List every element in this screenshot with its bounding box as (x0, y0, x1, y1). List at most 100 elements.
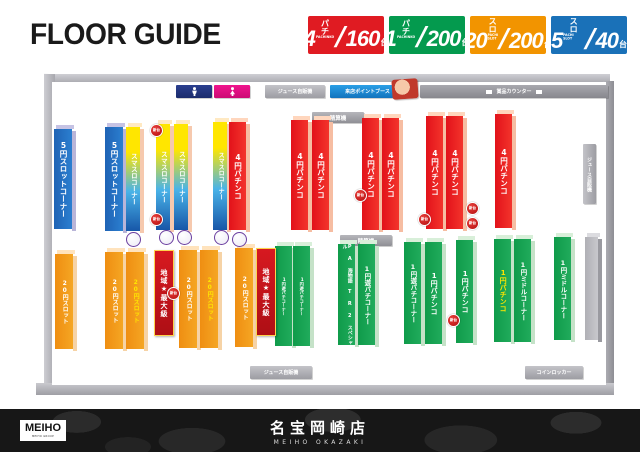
block-1yen-middle-corner-2[interactable]: 1円ミドルコーナー (554, 233, 575, 342)
block-label: 1円ミドルコーナー (558, 258, 567, 319)
count-badge-5: 新台 (466, 202, 479, 215)
badge-slot-5yen: 5 スロ PACHI SLOT / 40 台 (551, 16, 627, 54)
counter-window-left-icon (486, 89, 493, 94)
block-20yen-slot-3[interactable]: 20円スロット (126, 248, 148, 351)
shop-name: 名宝岡崎店 MEIHO OKAZAKI (0, 420, 640, 446)
block-1yen-middle-corner-1[interactable]: 1円ミドルコーナー (514, 235, 535, 344)
block-20yen-slot-6[interactable]: 20円スロット (235, 244, 257, 349)
block-1yen-yupachi-corner-2[interactable]: 1円遊パチコーナー (293, 242, 314, 348)
block-label: 4円パチンコ (233, 152, 243, 200)
badge-slot-20yen: 20 スロ PACHI SLOT / 200 台 (470, 16, 546, 54)
badge-pachinko-4yen: 4 パチ PACHINKO / 160 台 (308, 16, 384, 54)
block-4yen-pachinko-7[interactable]: 4円パチンコ (446, 112, 467, 231)
prize-counter-label: 賞品カウンター (496, 89, 532, 95)
prize-counter-pill[interactable]: 賞品カウンター (420, 85, 608, 98)
shop-name-jp: 名宝岡崎店 (269, 419, 370, 437)
wall-right (603, 81, 614, 386)
banner-chiiki-2: 地域★最大級 (256, 248, 276, 336)
block-label: 1円遊パチコーナー (408, 263, 417, 323)
corner-icon-4 (232, 232, 247, 247)
block-20yen-slot-4[interactable]: 20円スロット (179, 246, 201, 350)
block-label: 20円スロット (61, 279, 69, 324)
shop-name-en: MEIHO OKAZAKI (273, 438, 367, 446)
block-5yen-slot-corner-2[interactable]: 5円スロットコーナー (105, 123, 127, 233)
count-badge-7: 新台 (167, 287, 180, 300)
juice-vending-bottom-pill[interactable]: ジュース自販機 (250, 366, 312, 379)
juice-vending-right-label: ジュース自販機 (586, 156, 592, 192)
visit-point-booth-pill[interactable]: 来店ポイントブース (330, 85, 405, 98)
block-label: 20円スロット (206, 277, 214, 321)
block-4yen-pachinko-1[interactable]: 4円パチンコ (229, 118, 250, 232)
coin-locker-pill[interactable]: コインロッカー (525, 366, 583, 379)
count-badge-6: 新台 (466, 217, 479, 230)
badge-1-slash: / (336, 22, 346, 53)
badge-2-count: 200 (426, 26, 462, 52)
block-5yen-slot-corner-1[interactable]: 5円スロットコーナー (54, 125, 76, 231)
block-4yen-pachinko-6[interactable]: 4円パチンコ (426, 112, 447, 231)
block-label: 4円パチンコ (499, 147, 509, 195)
block-1yen-yupachi-corner-1[interactable]: 1円遊パチコーナー (275, 242, 296, 348)
block-label: スマスロコーナー (217, 152, 225, 200)
meiho-logo-text: MEIHO (24, 422, 62, 434)
block-4yen-pachinko-2[interactable]: 4円パチンコ (291, 116, 312, 232)
block-sma-slot-corner-1[interactable]: スマスロコーナー (126, 123, 144, 233)
wall-bottom (36, 383, 614, 395)
block-1yen-yupachi-corner-4[interactable]: 1円遊パチコーナー (404, 238, 425, 346)
count-badge-4: 新台 (418, 213, 431, 226)
block-20yen-slot-1[interactable]: 20円スロット (55, 250, 77, 351)
badge-pachinko-1yen: 1 パチ PACHINKO / 200 台 (389, 16, 465, 54)
badge-2-unit: パチ PACHINKO (396, 18, 416, 39)
banner-text: 地域★最大級 (160, 268, 168, 318)
restroom-women-icon (229, 87, 235, 96)
block-label: 4円パチンコ (295, 151, 305, 199)
block-1yen-yupachi-corner-3[interactable]: 1円遊パチコーナー (358, 240, 379, 347)
block-label: 1円パチンコ (499, 269, 508, 312)
block-4yen-pachinko-8[interactable]: 4円パチンコ (495, 110, 516, 230)
juice-vending-right-pill[interactable]: ジュース自販機 (583, 144, 596, 204)
payment-machine-upper[interactable]: 精算機 (312, 112, 364, 123)
block-4yen-pachinko-4[interactable]: 4円パチンコ (362, 114, 383, 232)
block-label: 20円スロット (132, 278, 140, 323)
block-sma-slot-corner-2[interactable]: スマスロコーナー (156, 120, 174, 232)
block-label: 5円スロットコーナー (109, 140, 119, 218)
block-label: 4円パチンコ (386, 150, 396, 198)
badge-1-count: 160 (345, 26, 381, 52)
block-sma-slot-corner-3[interactable]: スマスロコーナー (174, 120, 192, 232)
page-title: FLOOR GUIDE (30, 18, 221, 51)
block-1yen-pachinko-2[interactable]: 1円パチンコ (456, 236, 477, 345)
block-label: 1円ミドルコーナー (518, 260, 527, 321)
block-label: スマスロコーナー (129, 153, 138, 205)
block-4yen-pachinko-5[interactable]: 4円パチンコ (382, 114, 403, 232)
badge-2-dai: 台 (461, 39, 465, 47)
block-1yen-pachinko-1[interactable]: 1円パチンコ (425, 238, 446, 346)
restroom-men-icon (191, 87, 197, 96)
corner-icon-2 (177, 230, 192, 245)
block-sma-slot-corner-4[interactable]: スマスロコーナー (213, 118, 231, 232)
badge-1-dai: 台 (380, 39, 384, 47)
visit-point-booth-label: 来店ポイントブース (345, 89, 390, 95)
block-20yen-slot-2[interactable]: 20円スロット (105, 248, 127, 351)
block-label: 4円パチンコ (316, 151, 326, 199)
block-label: 1円パチンコ (430, 271, 439, 315)
block-20yen-slot-5[interactable]: 20円スロット (200, 246, 222, 350)
block-label: 1円遊パチコーナー (362, 264, 371, 325)
block-wall-partition-right (585, 233, 602, 342)
wall-top (44, 74, 610, 83)
count-badge-3: 新台 (354, 189, 367, 202)
corner-icon-5 (126, 232, 141, 247)
count-badge-8: 新台 (447, 314, 460, 327)
badge-4-dai: 台 (619, 40, 627, 49)
block-label: 5円スロットコーナー (58, 140, 68, 218)
restroom-men-pill[interactable] (176, 85, 212, 98)
restroom-women-pill[interactable] (214, 85, 250, 98)
block-1yen-pachinko-3[interactable]: 1円パチンコ (494, 235, 515, 344)
block-label: P A 海物語 T R 2 スペシャル (341, 244, 353, 345)
badge-3-num: 20 (470, 28, 488, 53)
block-label: スマスロコーナー (177, 151, 186, 203)
block-4yen-pachinko-3[interactable]: 4円パチンコ (312, 116, 333, 232)
block-pa-umi-monogatari-tr2-special[interactable]: P A 海物語 T R 2 スペシャル (338, 240, 359, 347)
counter-window-right-icon (535, 89, 542, 94)
footer: MEIHO MEIHO GROUP 名宝岡崎店 MEIHO OKAZAKI (0, 409, 640, 452)
juice-vending-top-pill[interactable]: ジュース自販機 (265, 85, 325, 98)
